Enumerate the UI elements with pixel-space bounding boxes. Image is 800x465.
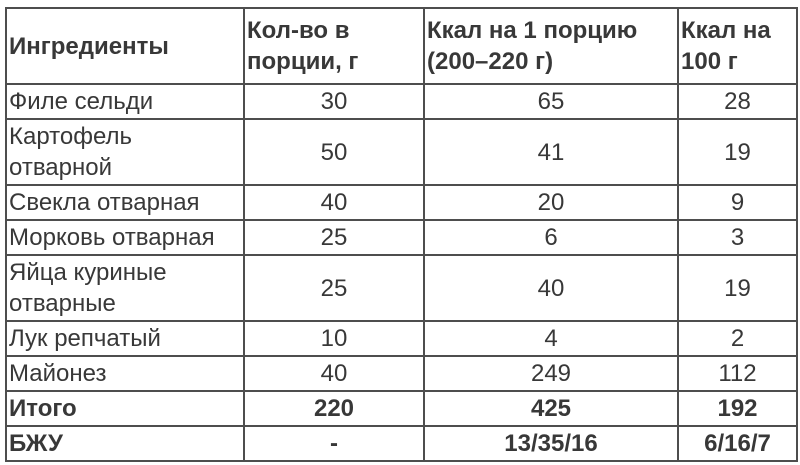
table-body: Филе сельди 30 65 28 Картофель отварной … [5, 83, 798, 462]
kcal-portion-value: 4 [423, 320, 679, 357]
kcal-portion-value: 20 [423, 184, 679, 221]
kcal-100g-value: 19 [677, 118, 798, 186]
table-row-carrot: Морковь отварная 25 6 3 [5, 219, 798, 256]
total-label: Итого [5, 390, 245, 427]
nutrition-table: Ингредиенты Кол-во в порции, г Ккал на 1… [5, 7, 798, 462]
grams-value: 25 [243, 254, 425, 322]
column-header-kcal-per-portion: Ккал на 1 порцию (200–220 г) [423, 7, 679, 85]
nutrition-table-container: Ингредиенты Кол-во в порции, г Ккал на 1… [5, 7, 798, 462]
table-header: Ингредиенты Кол-во в порции, г Ккал на 1… [5, 7, 798, 85]
bju-portion-value: 13/35/16 [423, 425, 679, 462]
header-row: Ингредиенты Кол-во в порции, г Ккал на 1… [5, 7, 798, 85]
grams-value: 50 [243, 118, 425, 186]
grams-value: 40 [243, 184, 425, 221]
grams-value: 10 [243, 320, 425, 357]
ingredient-name: Картофель отварной [5, 118, 245, 186]
kcal-100g-value: 19 [677, 254, 798, 322]
grams-value: 30 [243, 83, 425, 120]
kcal-portion-value: 65 [423, 83, 679, 120]
kcal-100g-value: 3 [677, 219, 798, 256]
ingredient-name: Лук репчатый [5, 320, 245, 357]
table-row-total: Итого 220 425 192 [5, 390, 798, 427]
table-row-onion: Лук репчатый 10 4 2 [5, 320, 798, 357]
kcal-100g-value: 112 [677, 355, 798, 392]
bju-grams-value: - [243, 425, 425, 462]
grams-value: 40 [243, 355, 425, 392]
ingredient-name: Свекла отварная [5, 184, 245, 221]
table-row-bju: БЖУ - 13/35/16 6/16/7 [5, 425, 798, 462]
ingredient-name: Филе сельди [5, 83, 245, 120]
total-kcal-100g-value: 192 [677, 390, 798, 427]
kcal-portion-value: 249 [423, 355, 679, 392]
table-row-herring: Филе сельди 30 65 28 [5, 83, 798, 120]
ingredient-name: Морковь отварная [5, 219, 245, 256]
total-grams-value: 220 [243, 390, 425, 427]
column-header-grams-per-portion: Кол-во в порции, г [243, 7, 425, 85]
ingredient-name: Яйца куриные отварные [5, 254, 245, 322]
table-row-potato: Картофель отварной 50 41 19 [5, 118, 798, 186]
ingredient-name: Майонез [5, 355, 245, 392]
kcal-portion-value: 40 [423, 254, 679, 322]
total-kcal-portion-value: 425 [423, 390, 679, 427]
column-header-ingredients: Ингредиенты [5, 7, 245, 85]
kcal-portion-value: 41 [423, 118, 679, 186]
bju-100g-value: 6/16/7 [677, 425, 798, 462]
kcal-100g-value: 2 [677, 320, 798, 357]
column-header-kcal-per-100g: Ккал на 100 г [677, 7, 798, 85]
kcal-100g-value: 28 [677, 83, 798, 120]
table-row-beet: Свекла отварная 40 20 9 [5, 184, 798, 221]
kcal-100g-value: 9 [677, 184, 798, 221]
grams-value: 25 [243, 219, 425, 256]
bju-label: БЖУ [5, 425, 245, 462]
kcal-portion-value: 6 [423, 219, 679, 256]
table-row-eggs: Яйца куриные отварные 25 40 19 [5, 254, 798, 322]
table-row-mayo: Майонез 40 249 112 [5, 355, 798, 392]
